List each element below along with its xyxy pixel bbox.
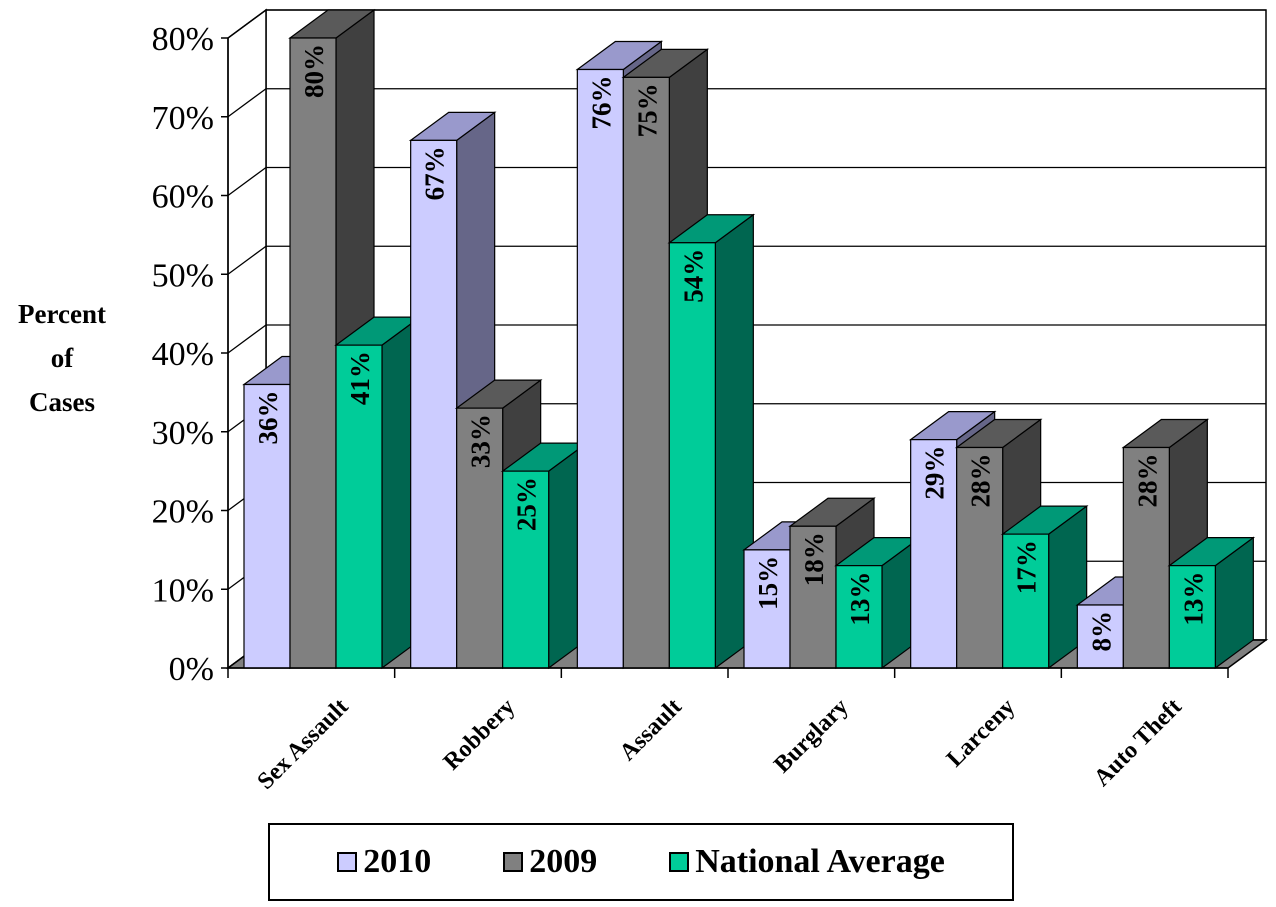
bar-front — [622, 76, 670, 669]
x-axis: Sex Assault Robbery Assault Burglary Larceny… — [227, 667, 1229, 795]
x-tick-label: Burglary — [769, 694, 853, 778]
y-axis-label-line: of — [51, 343, 75, 373]
gridline — [227, 324, 1266, 354]
legend-swatch-2010 — [337, 852, 358, 872]
y-tick-label: 80% — [152, 21, 214, 58]
bar-front — [668, 242, 716, 669]
y-axis-label-line: Percent — [18, 299, 106, 329]
bar-front — [956, 446, 1004, 669]
data-label: 13% — [845, 572, 875, 626]
bar-front — [289, 37, 337, 669]
gridline — [227, 245, 1266, 275]
legend-item-2010: 2010 — [337, 843, 431, 881]
bars: 36% 80% 41% 67% 33% 25% 76% 75% 54% 15% 18% 13% 29% 2… — [242, 8, 1256, 670]
bar: 17% — [1000, 504, 1089, 670]
bar-front — [243, 383, 291, 669]
data-label: 8% — [1086, 611, 1116, 652]
x-tick-label: Auto Theft — [1089, 694, 1187, 792]
data-label: 67% — [420, 146, 450, 200]
bar-front — [789, 525, 837, 669]
y-tick-label: 30% — [152, 415, 214, 452]
bar-front — [743, 549, 791, 669]
y-tick-label: 40% — [152, 336, 214, 373]
bar-front — [335, 344, 383, 669]
y-axis-label-line: Cases — [29, 387, 95, 417]
y-tick-label: 0% — [169, 651, 214, 688]
data-label: 13% — [1178, 572, 1208, 626]
data-label: 28% — [966, 454, 996, 508]
bar-front — [502, 470, 550, 669]
bar: 41% — [334, 315, 422, 670]
data-label: 29% — [920, 446, 950, 500]
bar: 54% — [667, 213, 756, 670]
data-label: 15% — [753, 556, 783, 610]
legend-item-national-average: National Average — [669, 843, 945, 881]
x-tick-label: Larceny — [942, 694, 1020, 772]
bar-front — [1076, 604, 1124, 669]
y-tick-label: 50% — [152, 257, 214, 294]
legend-label-national-average: National Average — [695, 843, 945, 880]
x-tick-label: Robbery — [439, 694, 521, 776]
data-label: 25% — [512, 477, 542, 531]
bar-front — [910, 439, 958, 669]
data-label: 80% — [299, 44, 329, 98]
legend-swatch-national-average — [669, 852, 690, 872]
legend-item-2009: 2009 — [503, 843, 597, 881]
y-tick-label: 10% — [152, 572, 214, 609]
data-label: 41% — [345, 351, 375, 405]
bar-front — [576, 68, 624, 669]
bar-chart: 0%10%20%30%40%50%60%70%80% 36%80%41%67%3… — [18, 8, 1269, 795]
data-label: 75% — [632, 83, 662, 137]
data-label: 33% — [466, 414, 496, 468]
bar: 25% — [500, 441, 589, 670]
x-tick-label: Assault — [615, 694, 687, 766]
bar: 15% — [742, 520, 830, 670]
data-label: 36% — [253, 391, 283, 445]
bar-front — [456, 407, 504, 669]
y-tick-label: 70% — [152, 100, 214, 137]
data-label: 17% — [1012, 540, 1042, 594]
y-tick-label: 60% — [152, 179, 214, 216]
data-label: 18% — [799, 532, 829, 586]
gridline — [227, 88, 1266, 118]
x-tick-label: Sex Assault — [253, 694, 354, 795]
legend-label-2009: 2009 — [529, 843, 598, 880]
bar-front — [1002, 533, 1050, 669]
data-label: 76% — [586, 76, 616, 130]
y-axis: 0% 10% 20% 30% 40% 50% 60% 70% 80% — [152, 21, 229, 688]
bar-front — [1122, 446, 1170, 669]
y-axis-label: Percent of Cases — [18, 299, 106, 417]
bar: 13% — [1167, 536, 1256, 670]
data-label: 28% — [1132, 454, 1162, 508]
legend-swatch-2009 — [503, 852, 524, 872]
bar-front — [410, 139, 458, 669]
gridline — [227, 9, 1266, 39]
gridline — [227, 166, 1266, 197]
bar: 13% — [834, 536, 922, 670]
bar-front — [835, 565, 883, 669]
data-label: 54% — [678, 249, 708, 303]
bar-front — [1168, 565, 1216, 669]
y-tick-label: 20% — [152, 494, 214, 531]
legend: 2010 2009 National Average — [268, 823, 1014, 901]
legend-label-2010: 2010 — [363, 843, 432, 880]
